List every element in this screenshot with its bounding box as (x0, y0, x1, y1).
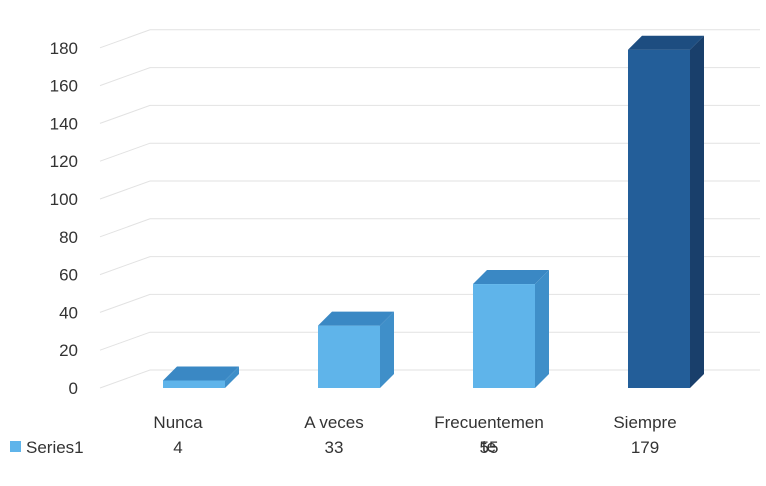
bars (163, 35, 704, 388)
gridline (99, 256, 760, 276)
bar-side (225, 366, 239, 388)
legend-label: Series1 (26, 438, 84, 457)
data-value-row: 4 33 55 179 (173, 438, 659, 457)
category-label: A veces (304, 413, 364, 432)
y-tick-label: 120 (50, 152, 78, 171)
y-tick-label: 160 (50, 77, 78, 96)
category-label: te (482, 437, 496, 456)
gridline (99, 29, 760, 49)
data-value-label: 33 (325, 438, 344, 457)
bar-side (690, 35, 704, 388)
y-tick-label: 40 (59, 303, 78, 322)
data-value-label: 55 (480, 438, 499, 457)
y-tick-label: 0 (69, 379, 78, 398)
y-tick-label: 180 (50, 39, 78, 58)
bar (163, 366, 239, 388)
bar-top (318, 311, 394, 326)
y-tick-label: 80 (59, 228, 78, 247)
gridline (99, 369, 760, 389)
bar-top (473, 270, 549, 285)
bar (628, 35, 704, 388)
bar (318, 311, 394, 388)
category-labels: Nunca A veces Frecuentemen te Siempre (153, 413, 676, 456)
gridline (99, 180, 760, 200)
data-value-label: 4 (173, 438, 182, 457)
gridline (99, 67, 760, 87)
gridline (99, 142, 760, 162)
category-label: Nunca (153, 413, 203, 432)
bar-front (628, 49, 690, 388)
y-tick-label: 60 (59, 266, 78, 285)
legend-swatch (10, 441, 21, 452)
gridlines (99, 29, 760, 389)
y-tick-label: 140 (50, 114, 78, 133)
gridline (99, 331, 760, 351)
gridline (99, 104, 760, 124)
legend: Series1 (10, 438, 84, 457)
gridline (99, 293, 760, 313)
y-tick-label: 20 (59, 341, 78, 360)
data-value-label: 179 (631, 438, 659, 457)
gridline (99, 218, 760, 238)
bar-top (628, 35, 704, 50)
bar-front (473, 284, 535, 388)
bar-top (163, 366, 239, 381)
bar-side (535, 270, 549, 388)
bar-side (380, 311, 394, 388)
category-label: Frecuentemen (434, 413, 544, 432)
bar (473, 270, 549, 388)
y-axis: 0 20 40 60 80 100 120 140 160 180 (50, 39, 78, 398)
y-tick-label: 100 (50, 190, 78, 209)
category-label: Siempre (613, 413, 676, 432)
bar-front (163, 380, 225, 388)
bar-front (318, 325, 380, 388)
